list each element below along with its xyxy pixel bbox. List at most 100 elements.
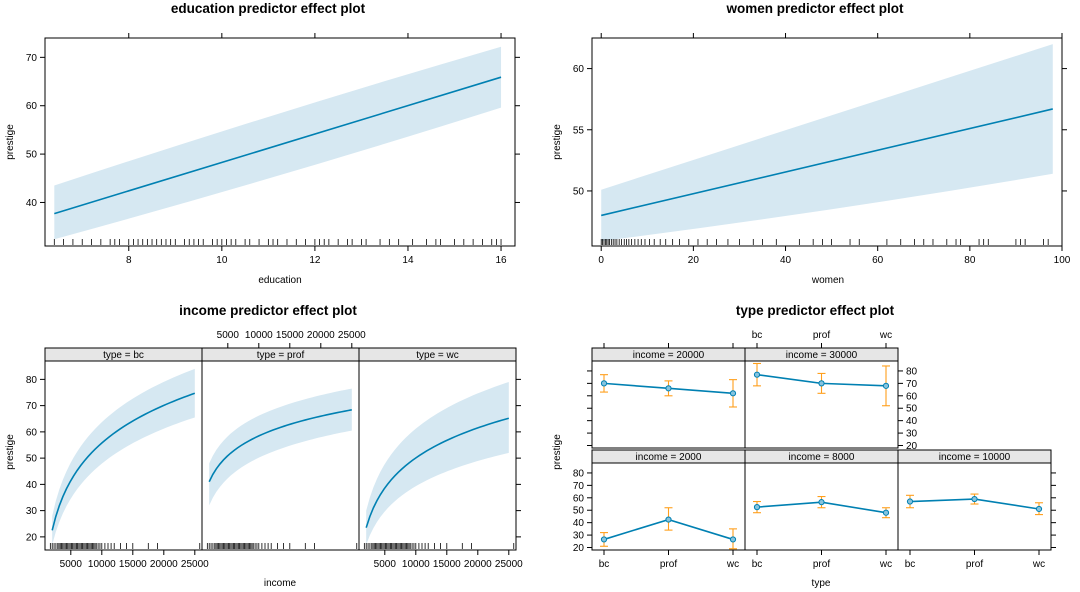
type-x-tick-label: wc: [1032, 559, 1045, 570]
type-effect-point: [665, 516, 672, 523]
type-effect-point: [665, 385, 672, 392]
type-x-tick-label: wc: [879, 330, 892, 341]
type-x-tick-label: bc: [752, 559, 763, 570]
type-effect-point: [882, 382, 890, 389]
women-plot-frame: [591, 37, 1063, 247]
women-y-tick-label: 50: [573, 186, 585, 197]
education-y-tick-label: 60: [26, 101, 38, 112]
income-x-tick-label: 20000: [464, 559, 492, 570]
women-y-tick-label: 60: [573, 64, 585, 75]
type-effect-point: [1035, 505, 1043, 513]
type-x-tick-label: bc: [752, 330, 763, 341]
education-x-tick-label: 16: [495, 255, 507, 266]
type-effect-point: [600, 380, 608, 387]
income-panel-frame: [358, 360, 517, 551]
type-y-tick-label: 20: [906, 441, 918, 452]
education-xlabel: education: [258, 275, 301, 286]
type-x-tick-label: wc: [879, 559, 892, 570]
women-x-tick-label: 80: [964, 255, 976, 266]
income-fit-curve: [365, 417, 510, 528]
type-y-tick-label: 60: [573, 493, 585, 504]
income-confidence-band: [209, 388, 352, 506]
type-effect-point: [600, 536, 608, 543]
type-panel-frame: [591, 360, 746, 449]
income-x-tick-label: 20000: [150, 559, 178, 570]
income-x-tick-label: 5000: [217, 330, 240, 341]
type-y-tick-label: 80: [573, 468, 585, 479]
type-y-tick-label: 50: [573, 506, 585, 517]
income-xlabel: income: [264, 578, 297, 589]
women-xlabel: women: [811, 275, 844, 286]
education-x-tick-label: 10: [216, 255, 228, 266]
income-x-tick-label: 25000: [181, 559, 209, 570]
women-ylabel: prestige: [552, 124, 563, 160]
type-xlabel: type: [812, 578, 831, 589]
income-confidence-band: [366, 382, 509, 545]
income-x-tick-label: 25000: [495, 559, 523, 570]
income-y-tick-label: 50: [26, 454, 38, 465]
type-effect-point: [753, 504, 761, 511]
type-effect-point: [971, 495, 978, 503]
type-effect-point: [729, 536, 737, 543]
income-strip-label: type = bc: [103, 350, 144, 361]
type-strip-label: income = 2000: [636, 452, 702, 463]
income-x-tick-label: 5000: [60, 559, 83, 570]
women-x-tick-label: 0: [598, 255, 604, 266]
income-ylabel: prestige: [5, 434, 16, 470]
education-confidence-band: [54, 46, 502, 240]
income-y-tick-label: 60: [26, 427, 38, 438]
education-ylabel: prestige: [5, 124, 16, 160]
type-y-tick-label: 30: [573, 531, 585, 542]
income-x-tick-label: 15000: [433, 559, 461, 570]
type-x-tick-label: prof: [660, 559, 677, 570]
type-ylabel: prestige: [552, 434, 563, 470]
women-x-tick-label: 40: [780, 255, 792, 266]
income-confidence-band: [52, 368, 195, 545]
type-x-tick-label: prof: [813, 559, 830, 570]
type-x-tick-label: prof: [813, 330, 830, 341]
education-y-tick-label: 50: [26, 150, 38, 161]
type-effect-point: [906, 498, 914, 505]
income-y-tick-label: 30: [26, 506, 38, 517]
income-fit-curve: [208, 409, 352, 483]
type-effect-point: [753, 371, 761, 378]
education-y-tick-label: 70: [26, 53, 38, 64]
type-panel-frame: [591, 462, 746, 551]
income-strip-label: type = prof: [257, 350, 305, 361]
type-y-tick-label: 70: [573, 481, 585, 492]
type-y-tick-label: 20: [573, 543, 585, 554]
income-y-tick-label: 80: [26, 375, 38, 386]
type-effect-point: [729, 390, 737, 397]
type-x-tick-label: bc: [599, 559, 610, 570]
type-panel-frame: [744, 360, 899, 449]
income-x-tick-label: 5000: [374, 559, 397, 570]
income-x-tick-label: 10000: [402, 559, 430, 570]
type-y-tick-label: 40: [573, 518, 585, 529]
income-plot-title: income predictor effect plot: [179, 303, 357, 318]
income-y-tick-label: 40: [26, 480, 38, 491]
women-x-tick-label: 60: [872, 255, 884, 266]
income-x-tick-label: 10000: [88, 559, 116, 570]
type-y-tick-label: 60: [906, 391, 918, 402]
type-x-tick-label: wc: [726, 559, 739, 570]
education-x-tick-label: 12: [309, 255, 321, 266]
type-effect-point: [818, 380, 825, 387]
education-plot-frame: [44, 37, 516, 247]
women-plot-title: women predictor effect plot: [725, 1, 904, 16]
income-x-tick-label: 20000: [307, 330, 335, 341]
type-y-tick-label: 40: [906, 416, 918, 427]
women-fit-line: [601, 108, 1053, 217]
education-x-tick-label: 8: [126, 255, 132, 266]
type-plot-title: type predictor effect plot: [736, 303, 895, 318]
income-fit-curve: [51, 392, 196, 531]
education-plot-title: education predictor effect plot: [171, 1, 366, 16]
women-confidence-band: [601, 44, 1053, 242]
type-strip-label: income = 30000: [786, 350, 858, 361]
women-y-tick-label: 55: [573, 125, 585, 136]
income-x-tick-label: 25000: [338, 330, 366, 341]
income-y-tick-label: 20: [26, 532, 38, 543]
income-strip-label: type = wc: [416, 350, 459, 361]
income-x-tick-label: 15000: [119, 559, 147, 570]
type-y-tick-label: 70: [906, 379, 918, 390]
type-effect-point: [818, 499, 825, 506]
